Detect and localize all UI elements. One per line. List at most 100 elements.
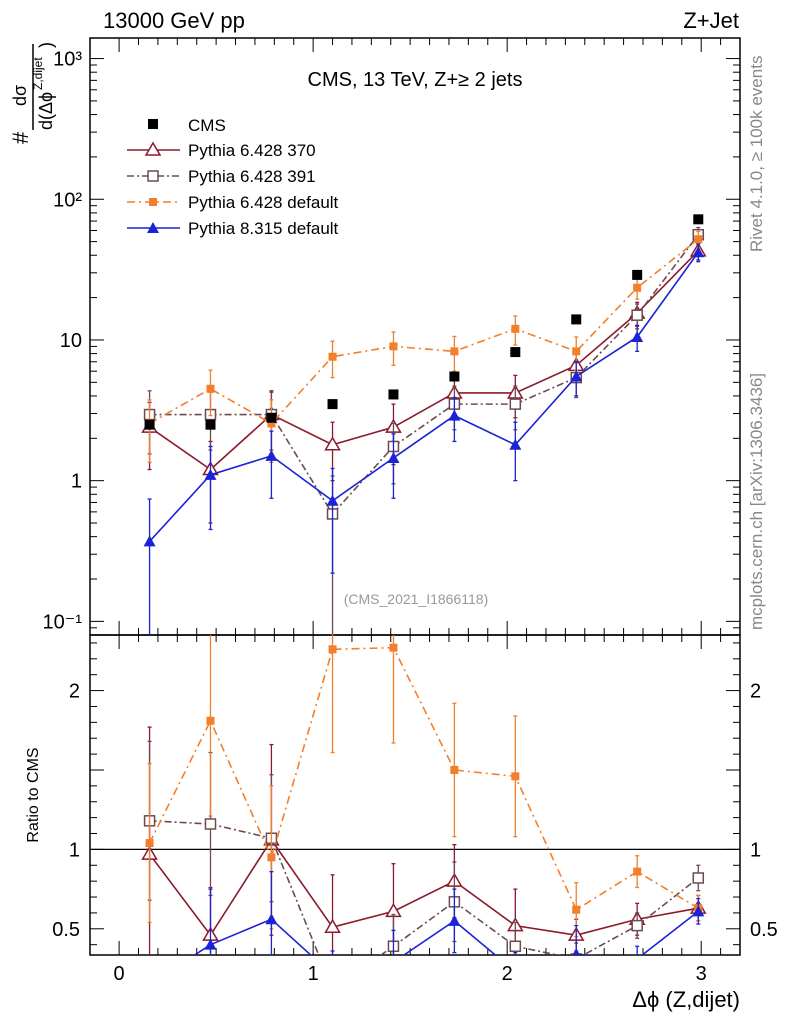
series-3-point-main (694, 235, 703, 244)
cms-data-point (266, 412, 277, 423)
cms-data-point (693, 214, 704, 225)
series-4-point-ratio (636, 952, 639, 955)
series-4-point-main (326, 494, 339, 506)
series-2-line-main (149, 234, 699, 516)
y-tick-label-ratio: 0.5 (52, 919, 80, 941)
series-3-point-main (450, 347, 459, 356)
cms-data-point (327, 399, 338, 410)
y-tick-label-ratio-right: 1 (750, 839, 761, 861)
series-3-point-main (633, 283, 642, 292)
series-3-point-ratio (267, 853, 276, 862)
header-right-label: Z+Jet (683, 8, 739, 33)
x-tick-label: 2 (502, 963, 513, 985)
series-3-point-ratio (206, 716, 215, 725)
series-3-point-ratio (633, 867, 642, 876)
series-3-line-ratio (148, 646, 699, 911)
series-3-point-ratio (389, 643, 398, 652)
ylabel-numerator: dσ (10, 85, 30, 106)
series-4-line-ratio (193, 910, 699, 955)
cms-data-point (205, 419, 216, 430)
series-4-point-main (265, 449, 278, 461)
cms-data-point (510, 347, 521, 358)
legend-marker-4 (147, 222, 159, 233)
header-left-label: 13000 GeV pp (103, 8, 245, 33)
legend-cms-label: CMS (188, 116, 226, 135)
mcplots-label: mcplots.cern.ch [arXiv:1306.3436] (747, 373, 766, 630)
series-3-point-main (389, 342, 398, 351)
ratio-plot-frame (89, 634, 741, 956)
series-3-point-ratio (450, 765, 459, 774)
series-4-point-ratio (144, 978, 156, 989)
series-3-point-ratio (328, 645, 337, 654)
main-axes: 10⁻¹ 1 10 10² 10³ (43, 38, 741, 636)
series-4-point-ratio (572, 948, 580, 955)
y-tick-label-main: 10³ (53, 49, 82, 71)
y-axis-label-ratio: Ratio to CMS (25, 747, 42, 842)
series-4-point-main (387, 451, 400, 463)
y-tick-label-main: 10 (60, 330, 82, 352)
chart-title: CMS, 13 TeV, Z+≥ 2 jets (308, 69, 523, 91)
series-4-point-main (631, 330, 644, 342)
analysis-id-label: (CMS_2021_I1866118) (344, 591, 489, 607)
series-1-point-ratio (324, 918, 341, 933)
cms-data-point (571, 314, 582, 325)
cms-data-point (388, 389, 399, 400)
legend-label-2: Pythia 6.428 391 (188, 167, 316, 186)
y-tick-label-main: 10⁻¹ (43, 611, 83, 633)
legend-label-3: Pythia 6.428 default (188, 193, 339, 212)
series-3-point-main (206, 384, 215, 393)
series-3-point-ratio (572, 905, 581, 914)
series-1-line-main (149, 250, 699, 471)
series-2-point-main (509, 398, 522, 410)
legend-label-4: Pythia 8.315 default (188, 219, 339, 238)
legend-marker-3 (149, 198, 157, 206)
series-4-point-ratio (692, 905, 705, 917)
series-3-point-main (328, 352, 337, 361)
series-4-point-ratio (327, 969, 339, 980)
y-tick-label-ratio-right: 0.5 (750, 919, 778, 941)
series-4-point-main (692, 246, 705, 258)
series-4-point-ratio (265, 913, 278, 925)
series-3-point-ratio (145, 839, 154, 848)
series-2-point-ratio (509, 940, 522, 953)
series-2-point-ratio (692, 872, 705, 884)
legend-marker-1 (144, 141, 162, 156)
legend-label-1: Pythia 6.428 370 (188, 141, 316, 160)
cms-data-point (632, 269, 643, 280)
series-3-point-main (511, 324, 520, 333)
ylabel-suffix: ) (36, 42, 56, 48)
cms-data-point (144, 419, 155, 430)
ratio-series-layer (141, 635, 707, 994)
series-4-line-main (148, 251, 699, 542)
y-tick-label-ratio-right: 2 (750, 681, 761, 703)
series-4-point-main (448, 409, 461, 421)
series-4-point-main (509, 438, 522, 450)
series-4-point-ratio (204, 938, 217, 950)
legend-marker-2 (147, 170, 159, 182)
ylabel-superscript: Z,dijet (31, 57, 45, 90)
series-2-point-ratio (328, 984, 338, 994)
series-2-line-ratio (149, 820, 699, 955)
series-4-point-main (570, 370, 583, 382)
series-2-point-ratio (631, 919, 643, 932)
series-2-point-main (631, 309, 643, 321)
x-axis-label: Δϕ (Z,dijet) (632, 987, 740, 1012)
series-4-point-ratio (448, 914, 461, 926)
y-tick-label-ratio: 2 (69, 681, 80, 703)
x-tick-label: 1 (308, 963, 319, 985)
series-1-line-ratio (148, 838, 699, 937)
y-axis-label-main: # dσ d(Δϕ Z,dijet ) (8, 42, 56, 144)
legend-cms-marker (148, 119, 158, 129)
series-3-point-ratio (511, 772, 520, 781)
series-3-point-main (267, 419, 276, 428)
series-3-point-main (572, 347, 581, 356)
series-4-point-ratio (387, 956, 399, 967)
series-4-point-main (143, 535, 156, 547)
rivet-label: Rivet 4.1.0, ≥ 100k events (747, 56, 766, 252)
series-4-point-main (204, 468, 217, 480)
series-2-point-ratio (204, 818, 217, 830)
y-tick-label-main: 1 (71, 471, 82, 493)
main-series-layer (141, 214, 707, 635)
ratio-axes: 0 1 2 3 0.5 0.5 1 1 2 2 (52, 635, 778, 985)
